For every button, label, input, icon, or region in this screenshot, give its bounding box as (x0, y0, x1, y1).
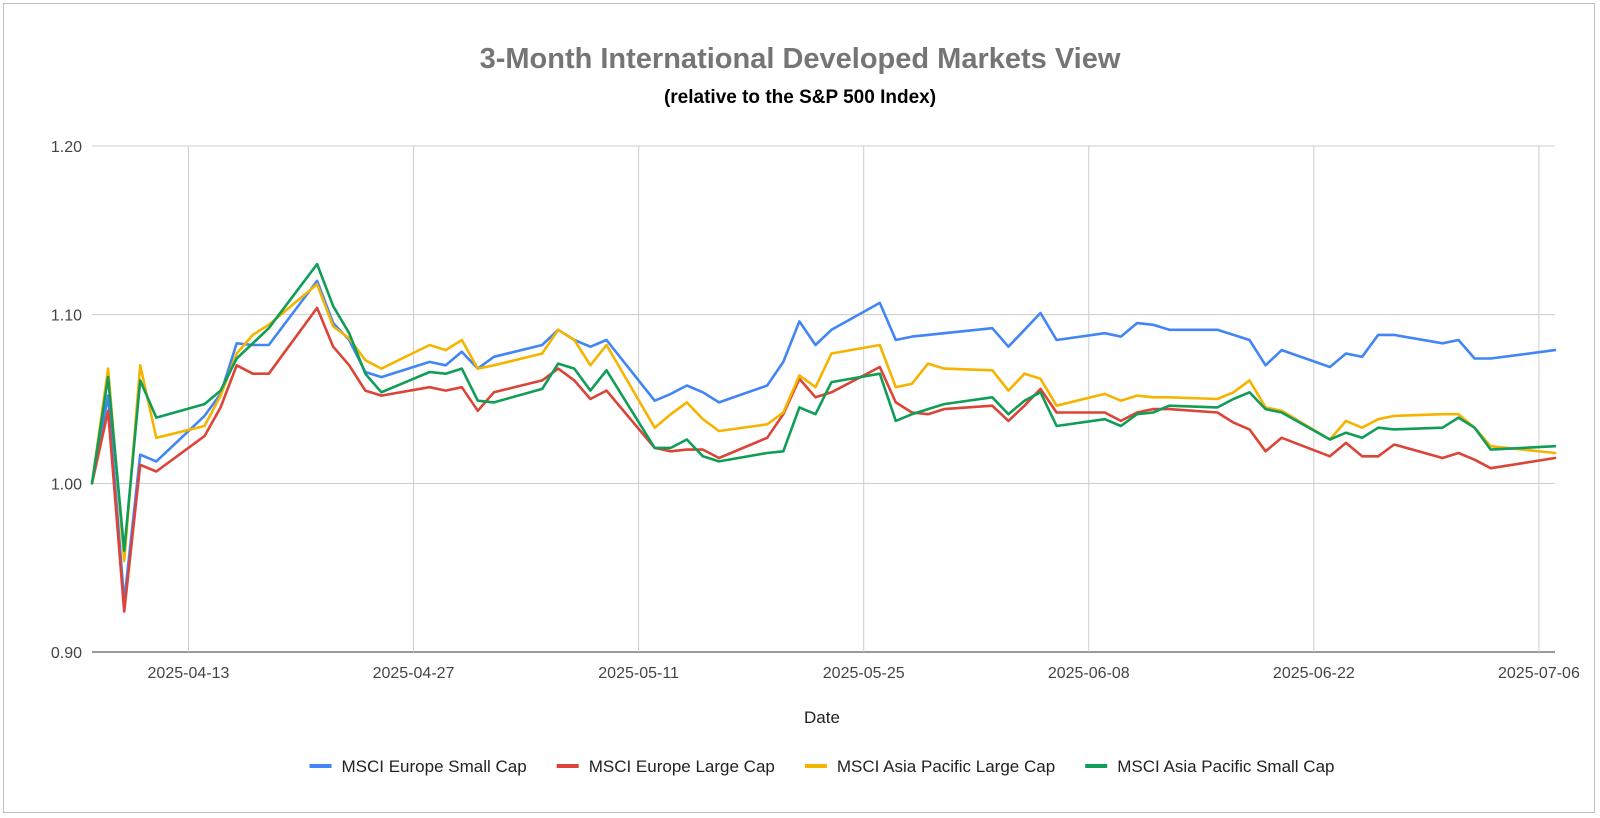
x-tick-label: 2025-06-08 (1048, 665, 1130, 682)
y-tick-label: 1.10 (51, 308, 82, 325)
x-tick-label: 2025-05-25 (823, 665, 905, 682)
series-lines (90, 262, 1557, 613)
y-tick-label: 1.00 (51, 476, 82, 493)
series-line-msci-europe-large-cap (90, 306, 1557, 613)
chart-subtitle: (relative to the S&P 500 Index) (664, 87, 936, 108)
series-line-msci-asia-pacific-large-cap (90, 282, 1557, 563)
legend-item-msci-europe-large-cap: MSCI Europe Large Cap (556, 757, 775, 776)
legend-label: MSCI Europe Small Cap (342, 757, 527, 776)
x-tick-label: 2025-04-13 (148, 665, 230, 682)
x-tick-label: 2025-07-06 (1498, 665, 1580, 682)
legend-item-msci-asia-pacific-small-cap: MSCI Asia Pacific Small Cap (1085, 757, 1334, 776)
y-tick-label: 1.20 (51, 139, 82, 156)
legend-label: MSCI Europe Large Cap (589, 757, 775, 776)
legend-label: MSCI Asia Pacific Large Cap (837, 757, 1055, 776)
x-axis-title: Date (804, 708, 840, 727)
x-tick-label: 2025-06-22 (1273, 665, 1355, 682)
x-tick-label: 2025-05-11 (598, 665, 679, 682)
series-line-msci-asia-pacific-small-cap (90, 262, 1557, 553)
chart-title: 3-Month International Developed Markets … (480, 43, 1121, 75)
y-tick-label: 0.90 (51, 645, 82, 662)
x-tick-label: 2025-04-27 (373, 665, 455, 682)
y-axis-tick-labels: 0.90 1.00 1.10 1.20 (51, 139, 82, 662)
legend: MSCI Europe Small Cap MSCI Europe Large C… (309, 757, 1334, 776)
legend-item-msci-europe-small-cap: MSCI Europe Small Cap (309, 757, 527, 776)
x-axis-tick-labels: 2025-04-13 2025-04-27 2025-05-11 2025-05-25… (148, 665, 1580, 682)
gridlines (92, 145, 1555, 653)
legend-item-msci-asia-pacific-large-cap: MSCI Asia Pacific Large Cap (804, 757, 1055, 776)
series-line-msci-europe-small-cap (90, 279, 1557, 603)
legend-label: MSCI Asia Pacific Small Cap (1117, 757, 1334, 776)
